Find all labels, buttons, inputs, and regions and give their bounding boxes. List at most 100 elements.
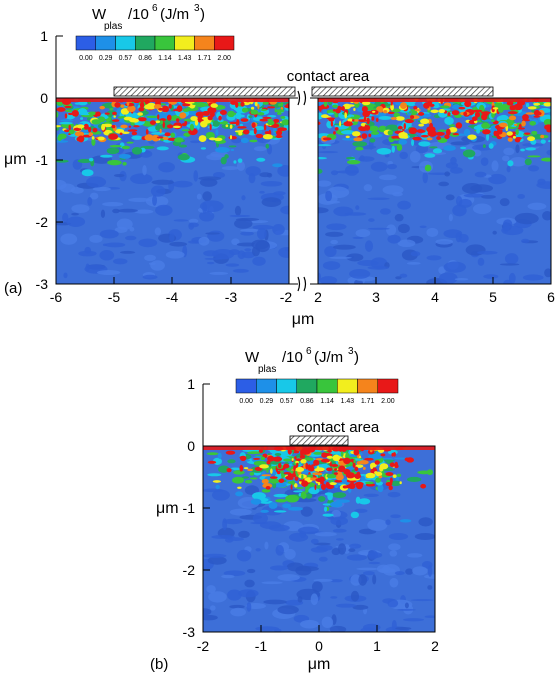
contour-patch [326,467,333,472]
colorbar-swatch [95,35,116,51]
contour-patch [280,205,289,215]
contour-patch [168,103,172,109]
contour-patch [166,124,174,129]
contour-patch [238,131,243,136]
contour-patch [261,474,272,477]
contour-patch [280,102,284,107]
contour-patch [329,625,347,632]
contour-patch [274,482,287,488]
contour-patch [261,478,269,484]
contour-patch [362,466,366,470]
colorbar-tick-label: 1.43 [178,55,192,62]
contour-patch [358,498,371,505]
colorbar-swatch [377,378,399,394]
contour-patch [78,250,97,257]
contour-patch [124,235,137,241]
contour-patch [321,616,334,628]
contour-patch [322,503,333,506]
panel-b-contact-area-label: contact area [297,419,380,436]
contour-patch [404,457,410,462]
contour-patch [334,113,339,118]
contour-patch [397,608,416,611]
contour-patch [88,157,94,162]
panel-a-ytick-m2: -2 [36,214,49,230]
contour-patch [207,115,213,121]
contour-patch [435,238,453,245]
contour-patch [297,526,319,535]
svg-text:3: 3 [194,3,200,14]
contour-patch [266,460,271,465]
cb-b-plas: plas [258,364,276,375]
contour-patch [353,449,360,456]
contour-patch [77,158,93,163]
contour-patch [363,116,367,121]
contour-patch [313,578,333,582]
contour-patch [464,100,472,108]
contour-patch [257,112,265,116]
contour-patch [341,137,357,141]
contour-patch [301,474,304,480]
contour-patch [240,101,245,107]
contour-patch [355,205,360,210]
panel-a-xtick-4: 4 [431,289,439,305]
contour-patch [238,530,250,539]
contour-patch [397,200,411,210]
contour-patch [399,481,402,485]
contour-patch [454,278,469,281]
contour-patch [133,125,140,128]
svg-text:3: 3 [348,346,354,357]
contour-patch [301,480,309,487]
panel-a-xtick-6: 6 [547,289,555,305]
contour-patch [181,129,190,132]
contour-patch [336,170,360,174]
contour-patch [429,146,438,149]
contour-patch [472,109,483,113]
contour-patch [387,160,393,165]
svg-text:plas: plas [104,21,122,32]
contour-patch [474,171,487,178]
contour-patch [514,123,518,127]
contour-patch [438,181,450,187]
contour-patch [229,121,238,125]
contour-patch [221,123,235,129]
contour-patch [391,145,395,153]
contour-patch [529,120,536,126]
contour-patch [150,260,165,271]
contour-patch [409,115,415,120]
colorbar-tick-label: 0.57 [280,398,294,405]
panel-a-axis-break-top [297,90,307,106]
contour-patch [225,450,236,455]
contour-patch [325,190,333,202]
contour-patch [232,476,245,484]
contour-patch [418,141,431,147]
contour-patch [313,459,320,466]
contour-patch [276,129,283,136]
contour-patch [527,202,547,211]
contour-patch [330,501,343,508]
contour-patch [330,596,338,599]
contour-patch [412,566,428,576]
contour-patch [355,146,364,151]
colorbar-swatch [214,35,235,51]
contour-patch [379,208,391,215]
contour-patch [400,102,407,109]
contour-patch [124,102,135,107]
contour-patch [213,172,226,179]
contour-patch [363,493,379,497]
contour-patch [536,181,551,189]
contour-patch [252,224,274,230]
contour-patch [178,144,187,148]
contour-patch [368,453,383,460]
panel-a-label: (a) [4,280,22,297]
contour-patch [531,130,538,135]
contour-patch [509,157,527,167]
contour-patch [407,553,423,558]
contour-patch [445,194,455,201]
contour-patch [194,119,199,126]
contour-patch [348,548,356,553]
contour-patch [104,242,126,248]
contour-patch [259,172,272,178]
colorbar-swatch [194,35,215,51]
colorbar-swatch [316,378,338,394]
contour-patch [267,455,275,462]
